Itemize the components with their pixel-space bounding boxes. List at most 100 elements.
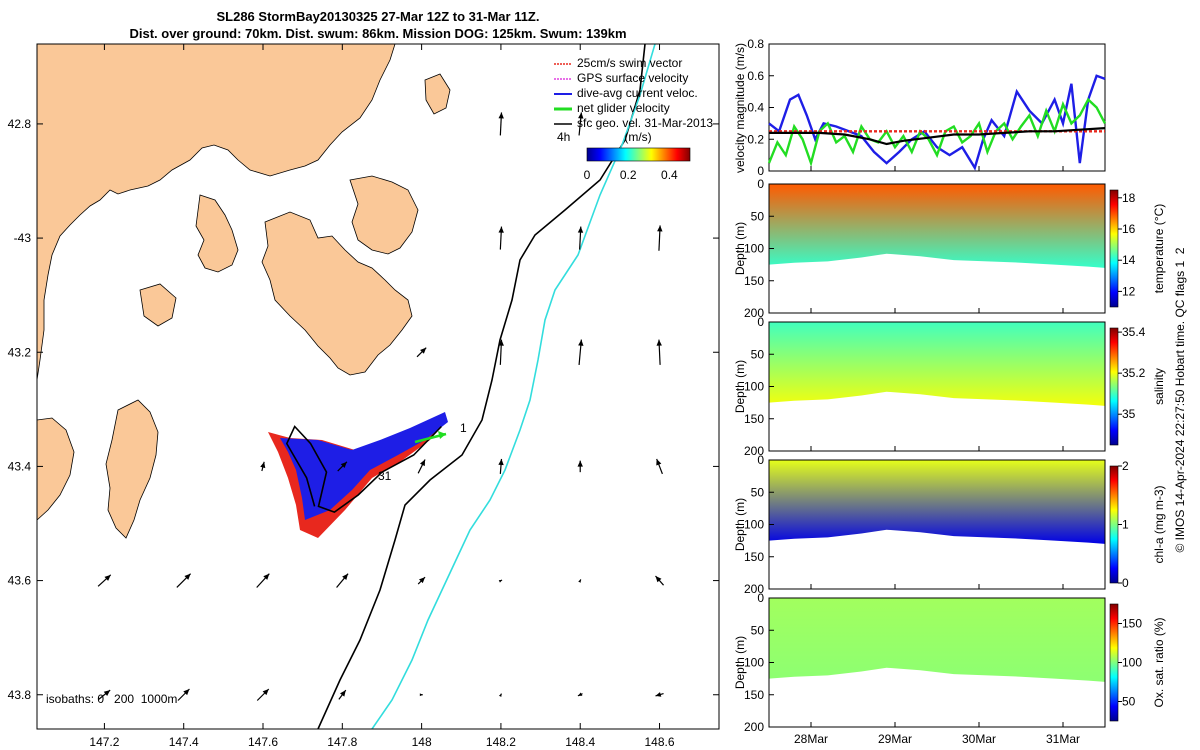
section-ylabel: Depth (m)	[733, 498, 747, 551]
salinity-section: 0 50 100 150 200 Depth (m) 35 35.2 35.4 salinity	[733, 315, 1166, 458]
chlorophyll-section: 0 50 100 150 200 Depth (m) 0 1 2 chl-a (mg m-3)	[733, 453, 1166, 596]
title-line-1: SL286 StormBay20130325 27-Mar 12Z to 31-…	[216, 9, 539, 24]
section-y-tick-label: 50	[751, 209, 765, 223]
land-cape	[424, 73, 451, 115]
section-colorbar-tick-label: 35.2	[1122, 366, 1146, 380]
map-y-tick-label: 43.2	[8, 345, 32, 359]
land-tasman-peninsula	[261, 211, 413, 376]
section-colorbar	[1109, 327, 1119, 446]
velocity-y-tick-label: 0.2	[747, 132, 764, 146]
legend-label-swim: 25cm/s swim vector	[577, 56, 682, 70]
geo-velocity-arrow	[338, 689, 347, 700]
geo-velocity-arrow	[419, 693, 423, 697]
velocity-y-tick-label: 0.8	[747, 37, 764, 51]
geo-velocity-arrow	[656, 339, 662, 365]
land-peninsula-upper	[195, 194, 239, 273]
geo-velocity-arrow	[578, 339, 584, 365]
section-colorbar	[1109, 189, 1119, 308]
day-label-start: 1	[460, 421, 467, 435]
section-colorbar-tick-label: 35	[1122, 407, 1136, 421]
section-y-tick-label: 100	[744, 518, 764, 532]
map-y-tick-label: 43.6	[8, 574, 32, 588]
legend-entry-dive: dive-avg current veloc.	[554, 86, 698, 100]
section-y-tick-label: 200	[744, 306, 764, 320]
section-y-tick-label: 100	[744, 242, 764, 256]
legend-entry-swim: 25cm/s swim vector	[554, 56, 682, 70]
map-y-axis: 42.8 -43 43.2 43.4 43.6 43.8	[8, 117, 719, 702]
velocity-y-axis: 0 0.2 0.4 0.6 0.8	[747, 37, 774, 178]
section-colorbar-tick-label: 2	[1122, 459, 1129, 473]
velocity-panel: 0 0.2 0.4 0.6 0.8 velocity magnitude (m/s)	[733, 37, 1107, 178]
geo-velocity-arrow	[498, 226, 504, 250]
map-x-tick-label: 147.6	[248, 735, 278, 749]
map-x-tick-label: 148	[412, 735, 432, 749]
time-tick-label: 28Mar	[794, 732, 828, 746]
time-axis: 28Mar 29Mar 30Mar 31Mar	[794, 166, 1080, 746]
section-y-tick-label: 0	[757, 315, 764, 329]
legend-label-sfc: sfc geo. vel. 31-Mar-2013	[577, 116, 713, 130]
oxygen-section: 0 50 100 150 200 Depth (m) 50 100 150 Ox. sat. ra…	[733, 591, 1166, 734]
legend-entry-net: net glider velocity	[554, 101, 670, 115]
section-colorbar-tick-label: 12	[1122, 284, 1136, 298]
section-y-tick-label: 100	[744, 380, 764, 394]
velocity-line	[768, 74, 1106, 171]
geo-velocity-arrow	[336, 573, 349, 588]
section-y-tick-label: 100	[744, 656, 764, 670]
glider-track-line	[285, 425, 442, 513]
section-colorbar-label: chl-a (mg m-3)	[1152, 485, 1166, 563]
geo-velocity-arrow	[577, 460, 583, 473]
section-colorbar-label: temperature (°C)	[1152, 204, 1166, 294]
map-legend: 25cm/s swim vector GPS surface velocity …	[554, 56, 713, 182]
day-label-end: 31	[378, 469, 392, 483]
land-mainland	[37, 44, 396, 381]
section-data-fill	[769, 598, 1105, 682]
section-colorbar-tick-label: 16	[1122, 222, 1136, 236]
map-x-tick-label: 148.6	[645, 735, 675, 749]
title-line-2: Dist. over ground: 70km. Dist. swum: 86k…	[129, 26, 626, 41]
section-data-fill	[769, 184, 1105, 268]
legend-entry-sfc: sfc geo. vel. 31-Mar-2013	[554, 116, 713, 130]
geo-velocity-arrow	[498, 339, 504, 365]
section-colorbar-tick-label: 18	[1122, 191, 1136, 205]
section-y-tick-label: 150	[744, 274, 764, 288]
geo-velocity-arrow	[657, 225, 663, 251]
speed-colorbar	[586, 147, 691, 162]
section-y-tick-label: 150	[744, 412, 764, 426]
geo-velocity-arrow	[256, 688, 270, 701]
geo-velocity-arrow	[417, 576, 426, 585]
map-y-tick-label: -43	[14, 231, 32, 245]
section-ylabel: Depth (m)	[733, 222, 747, 275]
geo-velocity-arrow	[256, 573, 270, 588]
section-data-fill	[769, 460, 1105, 544]
speed-colorbar-tick-label: 0	[584, 168, 591, 182]
geo-velocity-arrow	[498, 579, 503, 583]
map-x-axis: 147.2 147.4 147.6 147.8 148 148.2 148.4 148.6	[89, 44, 675, 749]
geo-velocity-arrow	[655, 575, 664, 586]
geo-velocity-arrow	[417, 459, 426, 474]
map-x-tick-label: 147.4	[169, 735, 199, 749]
section-y-tick-label: 50	[751, 485, 765, 499]
section-colorbar-tick-label: 100	[1122, 656, 1142, 670]
section-y-tick-label: 200	[744, 444, 764, 458]
velocity-series	[767, 74, 1107, 171]
section-colorbar-label: Ox. sat. ratio (%)	[1152, 617, 1166, 707]
legend-label-dive: dive-avg current veloc.	[577, 86, 698, 100]
track-map: 1 31 isobaths: 0 200 1000m 147.2 147.4 147…	[8, 43, 720, 749]
geo-velocity-arrow	[578, 579, 582, 583]
section-colorbar	[1109, 465, 1119, 584]
geo-velocity-arrow	[176, 573, 192, 588]
geo-velocity-arrows	[97, 112, 664, 701]
net-glider-velocity-arrow	[414, 431, 447, 444]
section-y-tick-label: 0	[757, 591, 764, 605]
map-frame	[36, 43, 720, 730]
time-tick-label: 29Mar	[878, 732, 912, 746]
velocity-frame	[768, 43, 1106, 172]
map-x-tick-label: 147.2	[89, 735, 119, 749]
section-y-tick-label: 50	[751, 623, 765, 637]
imos-side-note: © IMOS 14-Apr-2024 22:27:50 Hobart time.…	[1173, 247, 1187, 552]
time-tick-label: 31Mar	[1046, 732, 1080, 746]
map-x-tick-label: 147.8	[327, 735, 357, 749]
geo-velocity-arrow	[577, 226, 584, 250]
isobath-1000m	[371, 44, 656, 729]
